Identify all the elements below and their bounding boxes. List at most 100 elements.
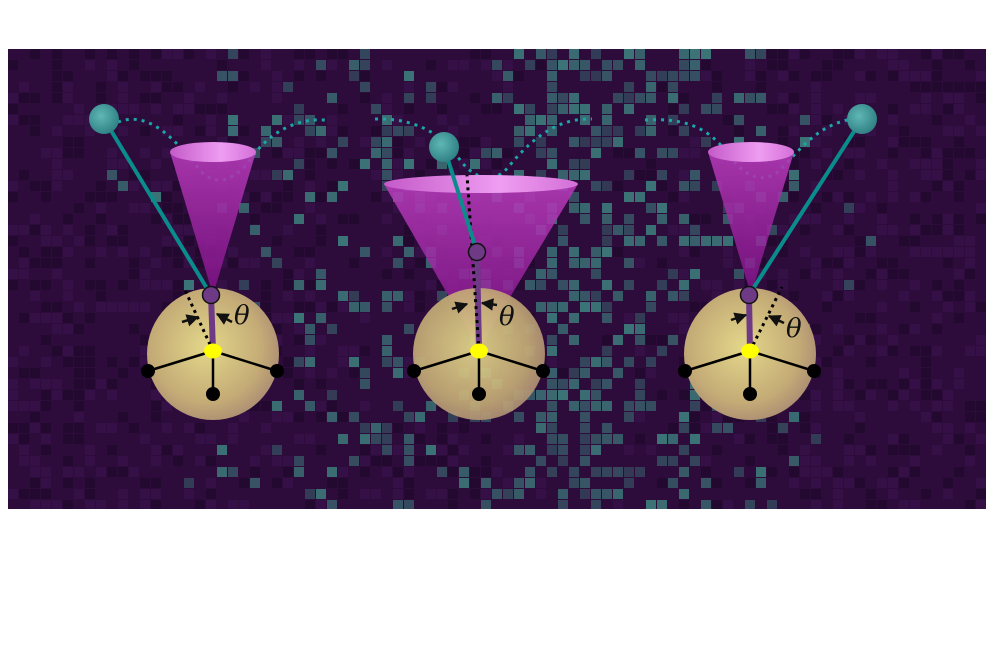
background-tile (448, 500, 458, 509)
background-tile (481, 148, 491, 158)
background-tile (382, 456, 392, 466)
background-tile (19, 115, 29, 125)
background-tile (294, 280, 304, 290)
background-tile (19, 401, 29, 411)
background-tile (41, 467, 51, 477)
background-tile (701, 214, 711, 224)
background-tile (657, 434, 667, 444)
background-tile (932, 170, 942, 180)
background-tile (63, 434, 73, 444)
background-tile (888, 225, 898, 235)
atom-bottom (743, 387, 757, 401)
background-tile (96, 500, 106, 509)
background-tile (228, 115, 238, 125)
background-tile (624, 236, 634, 246)
background-tile (404, 489, 414, 499)
background-tile (932, 181, 942, 191)
background-tile (569, 93, 579, 103)
background-tile (602, 71, 612, 81)
background-tile (602, 379, 612, 389)
background-tile (514, 126, 524, 136)
background-tile (52, 390, 62, 400)
background-tile (514, 434, 524, 444)
background-tile (910, 214, 920, 224)
background-tile (272, 478, 282, 488)
background-tile (646, 368, 656, 378)
background-tile (382, 170, 392, 180)
background-tile (404, 236, 414, 246)
background-tile (668, 269, 678, 279)
background-tile (943, 258, 953, 268)
background-tile (404, 126, 414, 136)
background-tile (327, 412, 337, 422)
background-tile (327, 93, 337, 103)
background-tile (591, 181, 601, 191)
background-tile (151, 104, 161, 114)
background-tile (8, 357, 18, 367)
background-tile (899, 434, 909, 444)
background-tile (921, 82, 931, 92)
background-tile (19, 258, 29, 268)
background-tile (613, 335, 623, 345)
background-tile (437, 423, 447, 433)
background-tile (305, 357, 315, 367)
background-tile (514, 489, 524, 499)
background-tile (52, 82, 62, 92)
background-tile (173, 214, 183, 224)
background-tile (173, 82, 183, 92)
background-tile (393, 291, 403, 301)
background-tile (767, 49, 777, 59)
background-tile (668, 104, 678, 114)
background-tile (129, 60, 139, 70)
background-tile (19, 346, 29, 356)
background-tile (228, 137, 238, 147)
background-tile (558, 368, 568, 378)
background-tile (184, 478, 194, 488)
background-tile (591, 467, 601, 477)
background-tile (140, 478, 150, 488)
background-tile (382, 115, 392, 125)
background-tile (382, 93, 392, 103)
background-tile (690, 170, 700, 180)
background-tile (239, 126, 249, 136)
background-tile (41, 445, 51, 455)
background-tile (833, 269, 843, 279)
background-tile (382, 137, 392, 147)
background-tile (19, 423, 29, 433)
background-tile (492, 93, 502, 103)
background-tile (679, 93, 689, 103)
background-tile (767, 500, 777, 509)
background-tile (569, 203, 579, 213)
background-tile (811, 500, 821, 509)
background-tile (261, 280, 271, 290)
background-tile (261, 302, 271, 312)
background-tile (107, 423, 117, 433)
background-tile (657, 203, 667, 213)
background-tile (41, 401, 51, 411)
background-tile (250, 192, 260, 202)
background-tile (602, 115, 612, 125)
background-tile (294, 357, 304, 367)
background-tile (118, 225, 128, 235)
background-tile (250, 456, 260, 466)
background-tile (558, 104, 568, 114)
background-tile (954, 291, 964, 301)
angle-label: θ (786, 314, 802, 344)
background-tile (767, 225, 777, 235)
background-tile (30, 478, 40, 488)
background-tile (734, 269, 744, 279)
background-tile (943, 434, 953, 444)
background-tile (272, 148, 282, 158)
background-tile (569, 478, 579, 488)
background-tile (558, 236, 568, 246)
background-tile (118, 412, 128, 422)
background-tile (613, 93, 623, 103)
background-tile (844, 225, 854, 235)
background-tile (118, 93, 128, 103)
background-tile (85, 489, 95, 499)
background-tile (283, 357, 293, 367)
background-tile (954, 82, 964, 92)
background-tile (63, 346, 73, 356)
background-tile (30, 258, 40, 268)
